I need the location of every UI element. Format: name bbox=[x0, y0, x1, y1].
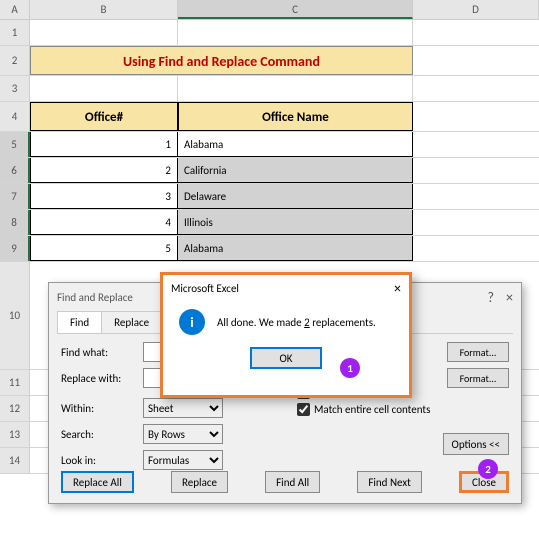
row-header-5[interactable]: 5 bbox=[0, 132, 30, 157]
find-next-button[interactable]: Find Next bbox=[357, 471, 422, 493]
format-replace-button[interactable]: Format... bbox=[447, 368, 509, 388]
cell-c1[interactable] bbox=[178, 20, 413, 45]
row-6: 6 2 California bbox=[0, 158, 539, 184]
row-header-10[interactable]: 10 bbox=[0, 262, 30, 369]
tab-find[interactable]: Find bbox=[57, 311, 102, 333]
find-all-button[interactable]: Find All bbox=[265, 471, 320, 493]
look-in-select[interactable]: Formulas bbox=[143, 450, 223, 470]
cell-d8[interactable] bbox=[413, 210, 539, 235]
msgbox-titlebar[interactable]: Microsoft Excel × bbox=[163, 275, 409, 301]
label-within: Within: bbox=[61, 402, 137, 415]
cell-office-name-3[interactable]: Delaware bbox=[178, 184, 413, 209]
cell-office-num-5[interactable]: 5 bbox=[30, 236, 178, 261]
msgbox-title-text: Microsoft Excel bbox=[171, 282, 239, 295]
msgbox-button-row: OK bbox=[163, 343, 409, 377]
callout-1: 1 bbox=[340, 358, 360, 378]
options-button[interactable]: Options << bbox=[443, 433, 509, 455]
label-replace-with: Replace with: bbox=[61, 372, 137, 385]
cell-b1[interactable] bbox=[30, 20, 178, 45]
cell-d1[interactable] bbox=[413, 20, 539, 45]
search-select[interactable]: By Rows bbox=[143, 424, 223, 444]
cell-office-num-4[interactable]: 4 bbox=[30, 210, 178, 235]
bottom-button-row: Replace All Replace Find All Find Next C… bbox=[61, 471, 509, 493]
row-7: 7 3 Delaware bbox=[0, 184, 539, 210]
header-office-num[interactable]: Office# bbox=[30, 102, 178, 131]
cell-office-name-4[interactable]: Illinois bbox=[178, 210, 413, 235]
row-9: 9 5 Alabama bbox=[0, 236, 539, 262]
cell-d6[interactable] bbox=[413, 158, 539, 183]
msgbox-text-post: replacements. bbox=[310, 316, 376, 329]
row-header-6[interactable]: 6 bbox=[0, 158, 30, 183]
label-search: Search: bbox=[61, 428, 137, 441]
row-2: 2 Using Find and Replace Command bbox=[0, 46, 539, 76]
row-3: 3 bbox=[0, 76, 539, 102]
col-header-a[interactable]: A bbox=[0, 0, 30, 19]
page-title[interactable]: Using Find and Replace Command bbox=[30, 46, 413, 75]
row-header-9[interactable]: 9 bbox=[0, 236, 30, 261]
help-icon[interactable]: ? bbox=[488, 289, 495, 306]
row-header-2[interactable]: 2 bbox=[0, 46, 30, 75]
cell-office-name-5[interactable]: Alabama bbox=[178, 236, 413, 261]
row-header-7[interactable]: 7 bbox=[0, 184, 30, 209]
cell-d9[interactable] bbox=[413, 236, 539, 261]
cell-d2[interactable] bbox=[413, 46, 539, 75]
replace-all-button[interactable]: Replace All bbox=[61, 471, 134, 493]
label-find-what: Find what: bbox=[61, 346, 137, 359]
column-headers: A B C D bbox=[0, 0, 539, 20]
cell-d5[interactable] bbox=[413, 132, 539, 157]
label-look-in: Look in: bbox=[61, 454, 137, 467]
row-8: 8 4 Illinois bbox=[0, 210, 539, 236]
format-find-button[interactable]: Format... bbox=[447, 342, 509, 362]
cell-office-num-1[interactable]: 1 bbox=[30, 132, 178, 157]
msgbox-text: All done. We made 2 replacements. bbox=[217, 316, 376, 329]
cell-d4[interactable] bbox=[413, 102, 539, 131]
callout-2: 2 bbox=[478, 459, 498, 479]
col-header-b[interactable]: B bbox=[30, 0, 178, 19]
cell-c3[interactable] bbox=[178, 76, 413, 101]
col-header-c[interactable]: C bbox=[178, 0, 413, 19]
cell-d7[interactable] bbox=[413, 184, 539, 209]
cell-office-name-2[interactable]: California bbox=[178, 158, 413, 183]
cell-office-num-2[interactable]: 2 bbox=[30, 158, 178, 183]
row-header-11[interactable]: 11 bbox=[0, 370, 30, 395]
cell-office-name-1[interactable]: Alabama bbox=[178, 132, 413, 157]
close-icon[interactable]: × bbox=[506, 289, 513, 306]
match-entire-checkbox[interactable] bbox=[297, 403, 310, 416]
row-header-12[interactable]: 12 bbox=[0, 396, 30, 421]
msgbox-body: i All done. We made 2 replacements. bbox=[163, 301, 409, 343]
within-select[interactable]: Sheet bbox=[143, 398, 223, 418]
row-header-3[interactable]: 3 bbox=[0, 76, 30, 101]
row-4: 4 Office# Office Name bbox=[0, 102, 539, 132]
row-header-1[interactable]: 1 bbox=[0, 20, 30, 45]
row-header-13[interactable]: 13 bbox=[0, 422, 30, 447]
row-5: 5 1 Alabama bbox=[0, 132, 539, 158]
msgbox-text-pre: All done. We made bbox=[217, 316, 304, 329]
cell-d3[interactable] bbox=[413, 76, 539, 101]
message-box: Microsoft Excel × i All done. We made 2 … bbox=[160, 272, 412, 398]
dialog-title-text: Find and Replace bbox=[57, 291, 133, 304]
info-icon: i bbox=[179, 309, 205, 335]
msgbox-close-icon[interactable]: × bbox=[394, 280, 401, 297]
cell-office-num-3[interactable]: 3 bbox=[30, 184, 178, 209]
replace-button[interactable]: Replace bbox=[171, 471, 228, 493]
header-office-name[interactable]: Office Name bbox=[178, 102, 413, 131]
match-entire-label: Match entire cell contents bbox=[314, 403, 430, 416]
ok-button[interactable]: OK bbox=[250, 347, 322, 369]
col-header-d[interactable]: D bbox=[413, 0, 539, 19]
row-header-8[interactable]: 8 bbox=[0, 210, 30, 235]
tab-replace[interactable]: Replace bbox=[101, 311, 162, 333]
cell-b3[interactable] bbox=[30, 76, 178, 101]
row-header-14[interactable]: 14 bbox=[0, 448, 30, 473]
row-header-4[interactable]: 4 bbox=[0, 102, 30, 131]
row-1: 1 bbox=[0, 20, 539, 46]
